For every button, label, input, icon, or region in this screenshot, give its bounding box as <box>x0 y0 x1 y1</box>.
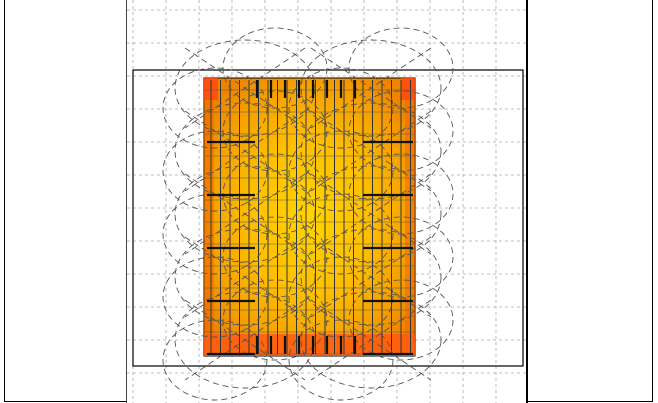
low-level-zone <box>204 100 214 334</box>
lighting-plan-view[interactable]: lux 580+522464400348290232174116580 <box>126 0 528 403</box>
grid-points <box>205 80 414 355</box>
calculation-area <box>203 77 416 357</box>
low-level-zone <box>401 78 415 100</box>
light-distribution-curves <box>162 27 454 401</box>
luminaires[interactable] <box>207 80 413 356</box>
room-outline <box>132 69 524 367</box>
illuminance-plot <box>127 0 526 403</box>
